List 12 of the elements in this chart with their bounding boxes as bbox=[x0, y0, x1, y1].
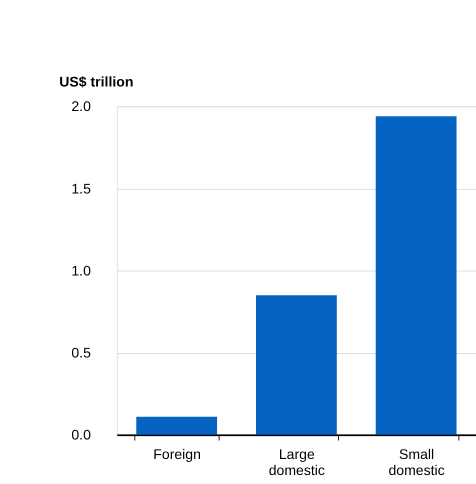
y-tick-label: 1.0 bbox=[71, 262, 92, 278]
x-tick-label: Small domestic bbox=[388, 446, 445, 478]
y-tick-label: 2.0 bbox=[71, 98, 92, 114]
y-tick-label: 1.5 bbox=[71, 180, 92, 196]
y-tick-label: 0.5 bbox=[71, 344, 92, 361]
bar bbox=[256, 295, 337, 435]
bar bbox=[376, 116, 457, 435]
y-tick-label: 0.0 bbox=[71, 426, 92, 443]
bar bbox=[136, 416, 218, 435]
y-axis-title: US$ trillion bbox=[59, 74, 134, 90]
x-tick-label: Large domestic bbox=[268, 446, 325, 478]
x-tick-label: Foreign bbox=[153, 446, 201, 462]
